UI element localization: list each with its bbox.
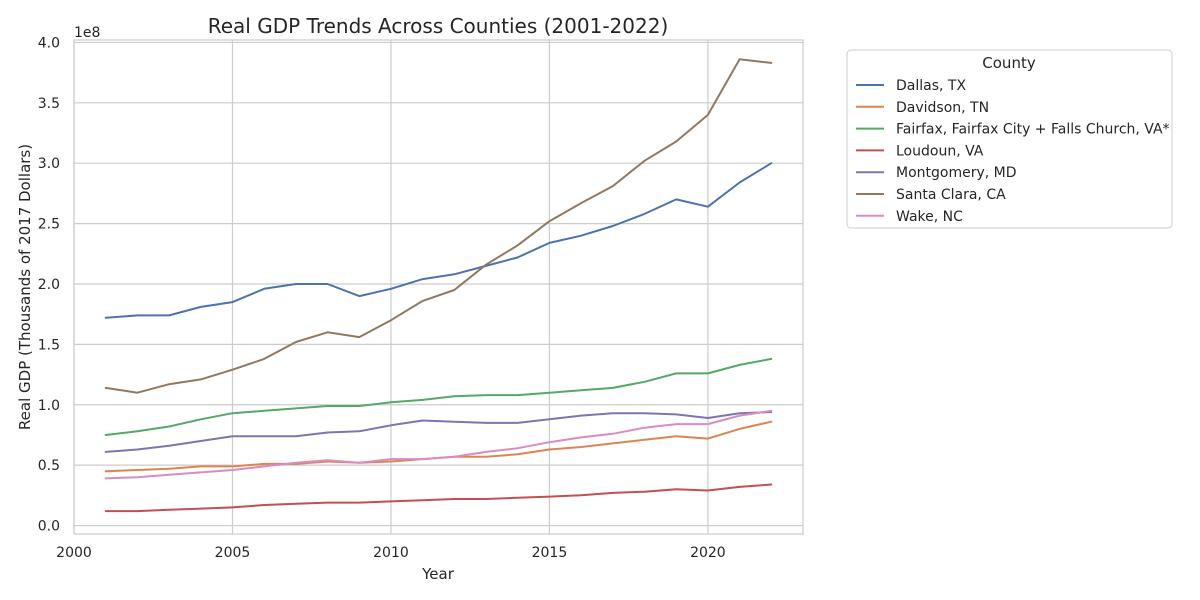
x-axis-label: Year <box>421 565 455 583</box>
series-line-5 <box>104 58 773 394</box>
y-tick-label: 3.0 <box>38 156 60 172</box>
y-axis-label: Real GDP (Thousands of 2017 Dollars) <box>16 144 34 430</box>
y-tick-label: 2.0 <box>38 277 60 293</box>
x-tick-label: 2015 <box>532 545 568 561</box>
legend-entry: Fairfax, Fairfax City + Falls Church, VA… <box>896 122 1170 138</box>
legend-entry: Wake, NC <box>896 209 963 225</box>
series-line-6 <box>104 409 773 480</box>
series-line-4 <box>104 411 773 453</box>
grid <box>73 40 803 534</box>
legend-items: Dallas, TX Davidson, TN Fairfax, Fairfax C… <box>856 78 1170 225</box>
legend-entry: Davidson, TN <box>896 100 989 116</box>
series-line-3 <box>104 483 773 513</box>
y-tick-label: 0.0 <box>38 519 60 535</box>
legend: County Dallas, TX Davidson, TN Fairfax, Fa… <box>846 49 1173 229</box>
legend-entry: Montgomery, MD <box>896 165 1017 181</box>
y-tick-labels: 0.0 0.5 1.0 1.5 2.0 2.5 3.0 3.5 4.0 <box>38 35 60 534</box>
series-line-2 <box>104 357 773 436</box>
legend-entry: Santa Clara, CA <box>896 187 1006 203</box>
legend-frame <box>846 49 1173 229</box>
legend-entry: Dallas, TX <box>896 78 966 94</box>
x-tick-label: 2010 <box>373 545 409 561</box>
plot-background <box>74 40 803 534</box>
plot-frame <box>73 39 804 535</box>
x-tick-label: 2000 <box>56 545 92 561</box>
series-line-0 <box>104 162 773 319</box>
chart-title: Real GDP Trends Across Counties (2001-20… <box>208 14 669 38</box>
legend-entry: Loudoun, VA <box>896 143 984 159</box>
y-tick-label: 4.0 <box>38 35 60 51</box>
y-tick-label: 3.5 <box>38 96 60 112</box>
y-tick-label: 0.5 <box>38 458 60 474</box>
x-tick-label: 2020 <box>690 545 726 561</box>
y-scale-label: 1e8 <box>74 25 100 41</box>
legend-title: County <box>982 54 1036 72</box>
x-tick-labels: 2000 2005 2010 2015 2020 <box>56 545 726 561</box>
x-tick-label: 2005 <box>215 545 251 561</box>
y-tick-label: 1.5 <box>38 337 60 353</box>
y-tick-label: 2.5 <box>38 217 60 233</box>
y-tick-label: 1.0 <box>38 398 60 414</box>
series-lines <box>104 58 773 513</box>
